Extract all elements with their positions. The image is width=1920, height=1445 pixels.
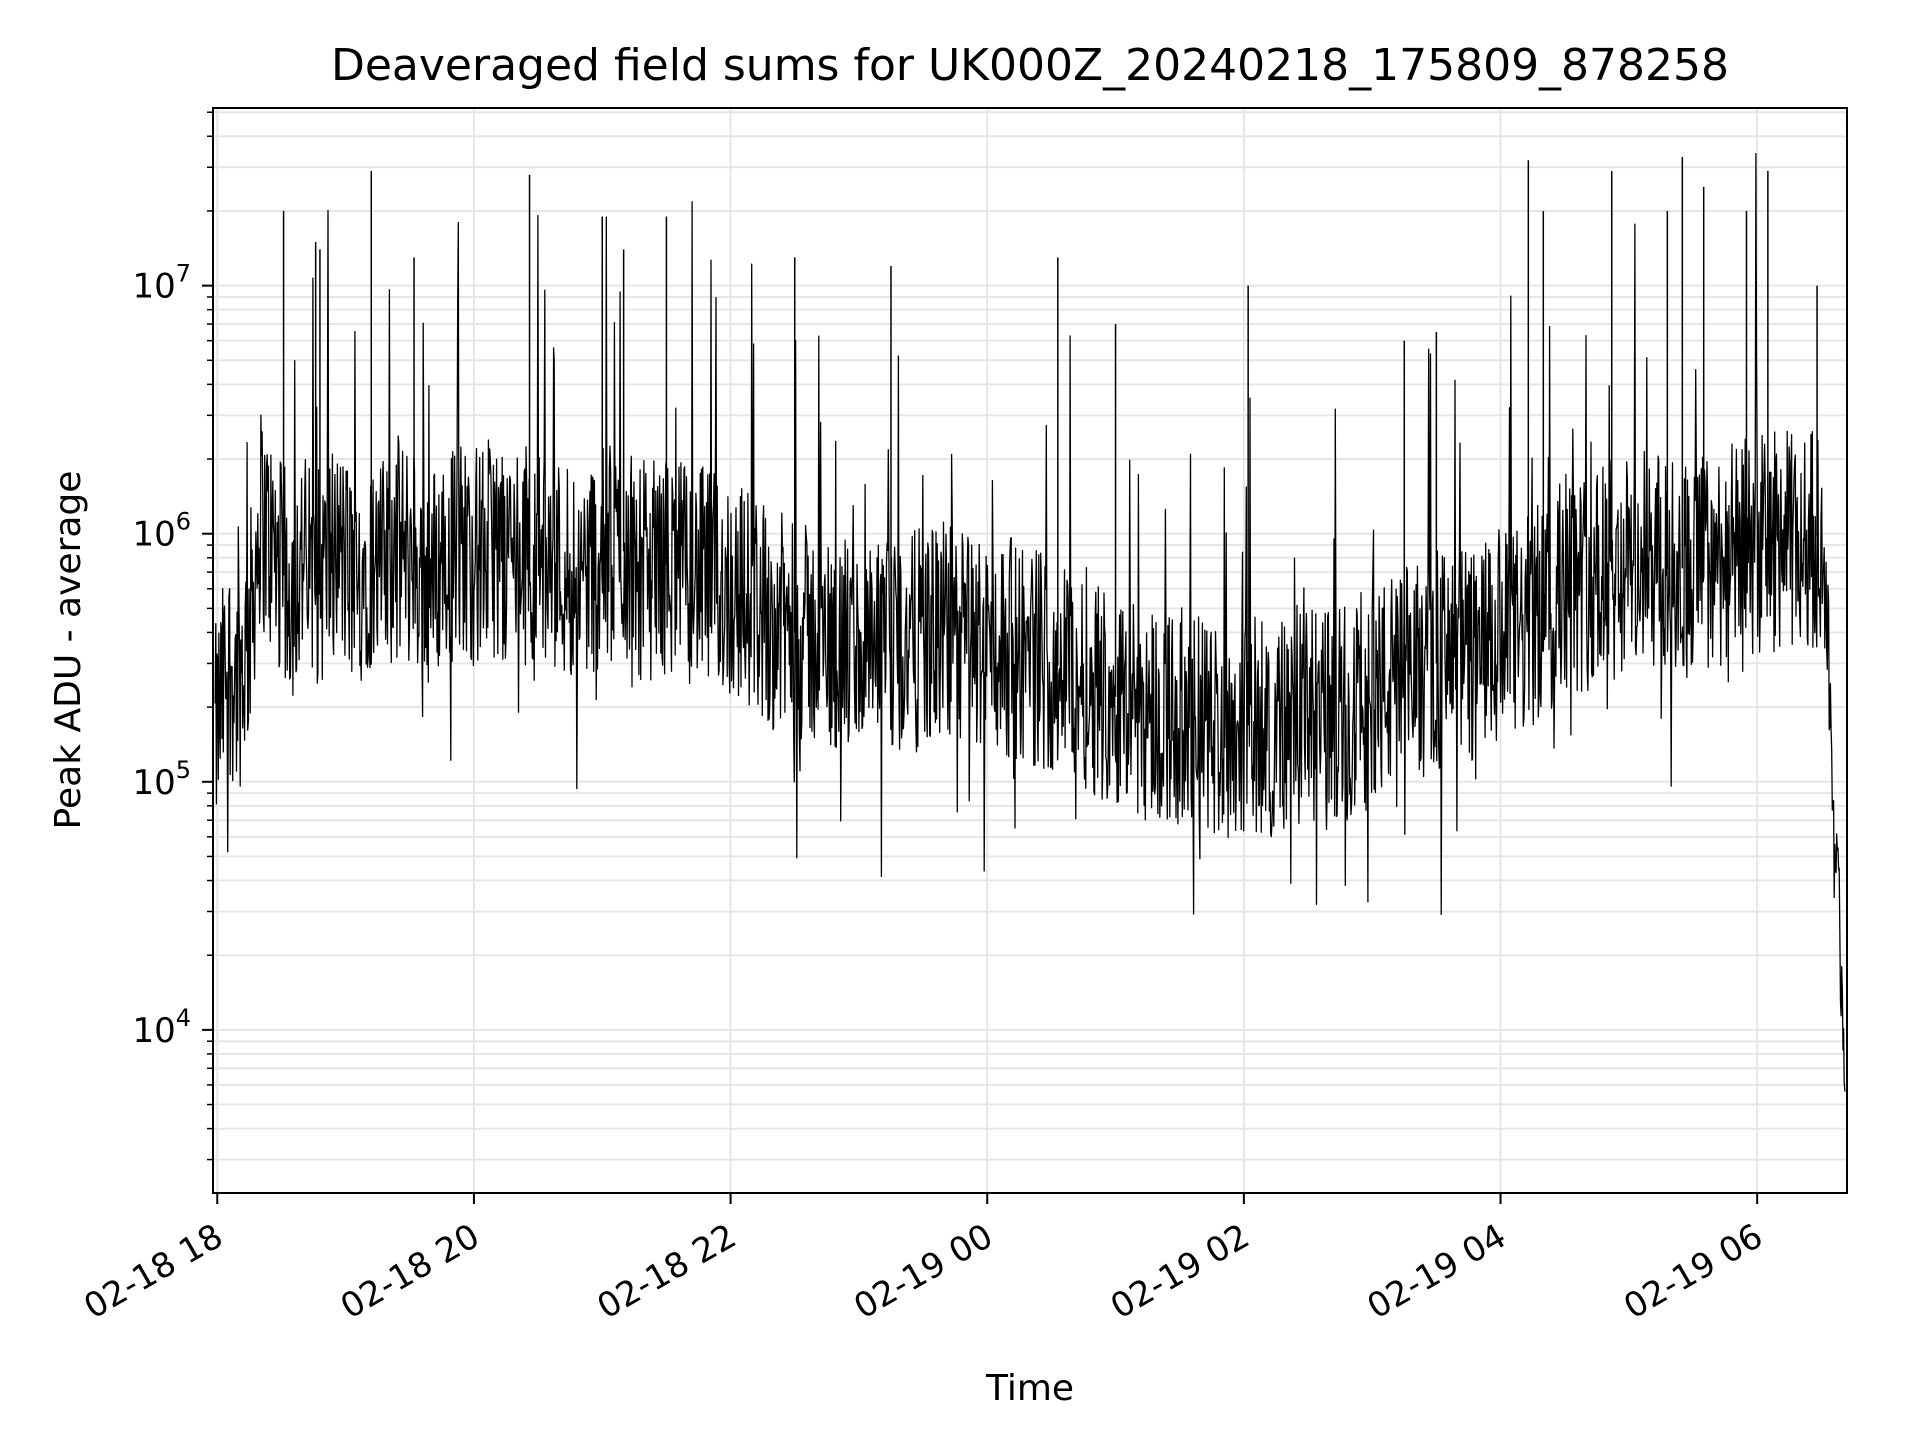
x-tick-label: 02-18 18 (77, 1216, 229, 1327)
series-line (214, 152, 1846, 1092)
x-tick-label: 02-19 06 (1617, 1216, 1769, 1327)
x-axis-label: Time (985, 1368, 1074, 1409)
x-tick-label: 02-19 02 (1104, 1216, 1256, 1327)
plot-frame (212, 107, 1848, 1194)
y-axis-label: Peak ADU - average (48, 471, 89, 830)
plot-area (214, 152, 1846, 1092)
y-tick-label: 106 (132, 508, 191, 555)
y-tick-label: 105 (132, 756, 191, 803)
y-tick-label: 104 (132, 1004, 191, 1051)
x-tick-label: 02-19 00 (847, 1216, 999, 1327)
y-tick-label: 107 (132, 260, 191, 307)
chart-title: Deaveraged field sums for UK000Z_2024021… (331, 40, 1729, 91)
x-tick-label: 02-19 04 (1361, 1216, 1513, 1327)
x-tick-label: 02-18 22 (591, 1216, 743, 1327)
x-tick-label: 02-18 20 (334, 1216, 486, 1327)
